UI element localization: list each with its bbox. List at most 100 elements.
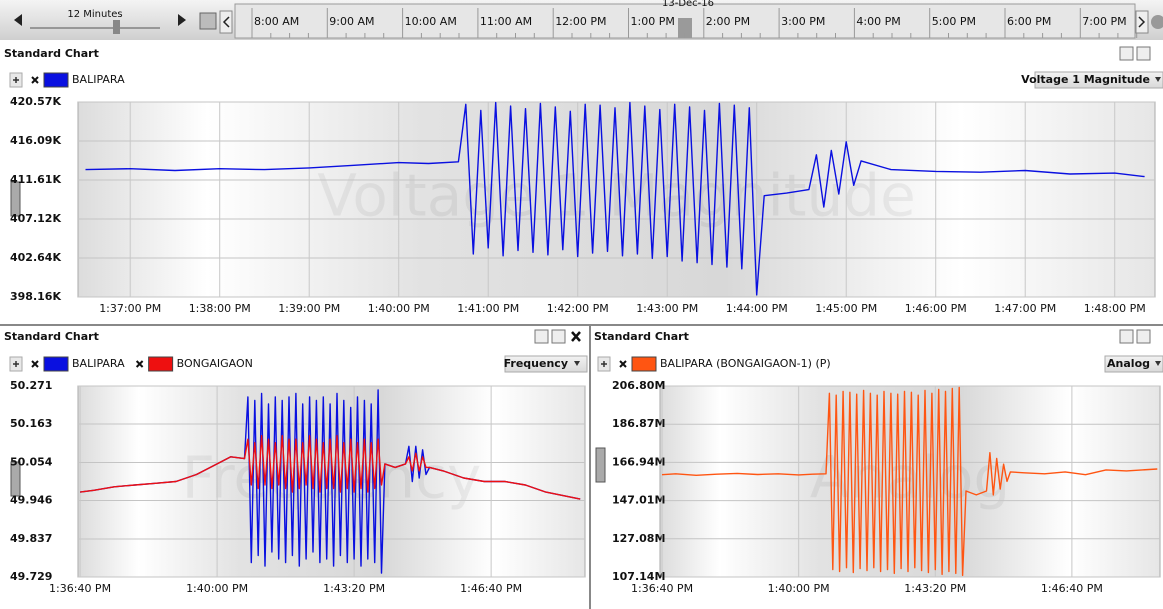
x-tick-label: 1:43:20 PM	[323, 582, 385, 595]
legend-label: BALIPARA	[72, 73, 125, 86]
window-buttons	[534, 46, 1151, 344]
y-tick-label: 50.163	[10, 417, 52, 430]
x-tick-label: 1:43:00 PM	[636, 302, 698, 315]
measure-dropdown[interactable]: Voltage 1 Magnitude	[1021, 71, 1163, 89]
y-tick-label: 416.09K	[10, 134, 61, 147]
series-line	[661, 386, 1158, 577]
dropdown-text: Voltage 1 Magnitude	[1021, 73, 1150, 86]
scroll-handle[interactable]	[10, 461, 21, 497]
series-line	[80, 389, 581, 574]
timeline-label: 4:00 PM	[856, 15, 900, 28]
legend-label: BALIPARA (BONGAIGAON-1) (P)	[660, 357, 831, 370]
tile-button[interactable]	[1119, 329, 1134, 344]
chart: Analog 107.14M 127.08M 147.01M 166.94M 186.87…	[597, 356, 1161, 595]
y-tick-label: 49.837	[10, 532, 52, 545]
x-tick-label: 1:40:00 PM	[186, 582, 248, 595]
legend-swatch	[43, 356, 69, 372]
series-line	[80, 435, 581, 500]
legend-swatch	[43, 72, 69, 88]
timeline-label: 10:00 AM	[405, 15, 457, 28]
timeline-label: 11:00 AM	[480, 15, 532, 28]
x-tick-label: 1:43:20 PM	[904, 582, 966, 595]
legend-swatch	[148, 356, 174, 372]
zoom-slider-thumb[interactable]	[113, 20, 120, 34]
split-button[interactable]	[1136, 46, 1151, 61]
dropdown-arrow	[574, 361, 580, 366]
x-tick-label: 1:47:00 PM	[994, 302, 1056, 315]
settings-icon[interactable]	[1151, 15, 1163, 29]
close-button[interactable]	[571, 331, 581, 342]
add-icon	[13, 77, 19, 83]
scroll-handle[interactable]	[595, 447, 606, 483]
remove-series-icon[interactable]	[31, 360, 39, 368]
y-tick-label: 398.16K	[10, 290, 61, 303]
date-label: 13-Dec-16	[662, 0, 714, 9]
remove-series-icon[interactable]	[135, 360, 144, 368]
series-line	[85, 101, 1145, 296]
remove-series-icon[interactable]	[619, 360, 627, 368]
x-tick-label: 1:40:00 PM	[768, 582, 830, 595]
y-tick-label: 186.87M	[612, 417, 665, 430]
x-tick-label: 1:48:00 PM	[1084, 302, 1146, 315]
measure-dropdown[interactable]: Frequency	[504, 355, 588, 373]
timeline-cursor[interactable]	[678, 18, 692, 38]
x-tick-label: 1:38:00 PM	[189, 302, 251, 315]
dropdown-text: Analog	[1107, 357, 1150, 370]
timeline-left-icon	[222, 16, 230, 28]
split-button[interactable]	[1136, 329, 1151, 344]
x-tick-label: 1:42:00 PM	[547, 302, 609, 315]
timeline-left[interactable]	[219, 10, 233, 34]
timeline-label: 9:00 AM	[329, 15, 374, 28]
x-tick-label: 1:36:40 PM	[631, 582, 693, 595]
x-tick-label: 1:37:00 PM	[99, 302, 161, 315]
timeline-label: 1:00 PM	[631, 15, 675, 28]
dropdown-box[interactable]	[1034, 71, 1163, 89]
x-tick-label: 1:46:40 PM	[1041, 582, 1103, 595]
scroll-handle[interactable]	[10, 181, 21, 217]
y-tick-label: 107.14M	[612, 570, 665, 583]
legend-label: BALIPARA	[72, 357, 125, 370]
dropdown-box[interactable]	[504, 355, 588, 373]
split-button[interactable]	[551, 329, 566, 344]
tile-button[interactable]	[534, 329, 549, 344]
chart: Frequency 49.729 49.837 49.946 50.054 50.163 5…	[9, 356, 586, 595]
y-tick-label: 402.64K	[10, 251, 61, 264]
y-tick-label: 411.61K	[10, 173, 61, 186]
panel-title: Standard Chart	[594, 330, 689, 343]
dropdown-arrow	[1155, 361, 1161, 366]
x-tick-label: 1:36:40 PM	[49, 582, 111, 595]
x-tick-label: 1:41:00 PM	[457, 302, 519, 315]
add-icon	[13, 361, 19, 367]
add-icon	[601, 361, 607, 367]
y-tick-label: 50.054	[10, 455, 53, 468]
timeline-label: 7:00 PM	[1082, 15, 1126, 28]
x-tick-label: 1:46:40 PM	[460, 582, 522, 595]
calendar-button[interactable]	[199, 12, 217, 30]
timeline-label: 5:00 PM	[932, 15, 976, 28]
dropdown-arrow	[1155, 77, 1161, 82]
timeline-label: 6:00 PM	[1007, 15, 1051, 28]
timeline-label: 8:00 AM	[254, 15, 299, 28]
panel-title: Standard Chart	[4, 47, 99, 60]
prev-arrow[interactable]	[14, 14, 22, 26]
x-tick-label: 1:46:00 PM	[905, 302, 967, 315]
timeline-right[interactable]	[1135, 10, 1149, 34]
panel-title: Standard Chart	[4, 330, 99, 343]
y-tick-label: 407.12K	[10, 212, 61, 225]
y-tick-label: 420.57K	[10, 95, 61, 108]
toolbar: 12 Minutes 13-Dec-16 8:00 AM 9:00 AM 10:00…	[0, 0, 1163, 40]
next-arrow[interactable]	[178, 14, 186, 26]
dropdown-text: Frequency	[504, 357, 568, 370]
remove-series-icon[interactable]	[31, 76, 39, 84]
x-tick-label: 1:39:00 PM	[278, 302, 340, 315]
charts: Voltage 1 Magnitude 398.16K 402.64K 407.12K…	[9, 72, 1161, 595]
measure-dropdown[interactable]: Analog	[1104, 355, 1163, 373]
y-tick-label: 49.946	[10, 494, 53, 507]
dropdown-box[interactable]	[1104, 355, 1163, 373]
timeline-label: 2:00 PM	[706, 15, 750, 28]
y-tick-label: 127.08M	[612, 532, 665, 545]
tile-button[interactable]	[1119, 46, 1134, 61]
y-tick-label: 50.271	[10, 379, 52, 392]
chart: Voltage 1 Magnitude 398.16K 402.64K 407.12K…	[9, 72, 1156, 315]
